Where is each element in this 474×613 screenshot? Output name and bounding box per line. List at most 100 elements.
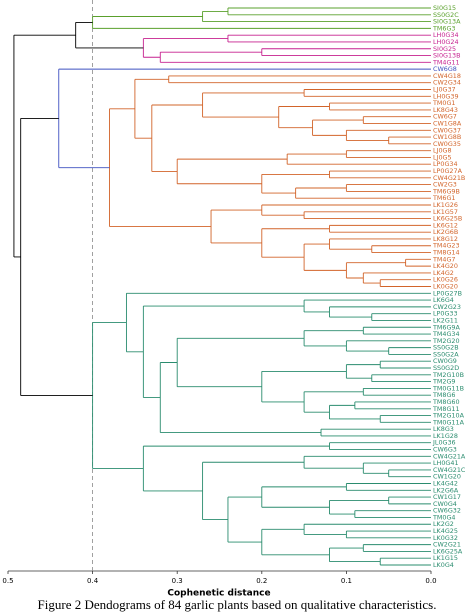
link xyxy=(92,322,144,469)
link xyxy=(278,106,330,129)
leaf-label: CW2G21 xyxy=(433,541,461,549)
link xyxy=(227,34,431,43)
link xyxy=(329,547,381,563)
link xyxy=(388,136,431,145)
leaf-label: TM8G11 xyxy=(432,405,460,413)
leaf-label: SI0G25 xyxy=(433,45,456,53)
leaf-label: CW1G20 xyxy=(433,473,461,481)
leaf-label: SI0G13B xyxy=(433,52,460,60)
link xyxy=(405,258,431,267)
leaf-label: LK1G28 xyxy=(433,432,458,440)
link xyxy=(227,496,262,543)
link xyxy=(362,326,431,335)
leaf-label: LK0G20 xyxy=(433,283,458,291)
leaf-label: LK2G6B xyxy=(433,228,458,236)
leaf-label: TM6G1 xyxy=(432,194,456,202)
link xyxy=(159,51,431,63)
leaf-label: TM2G10A xyxy=(432,412,465,420)
leaf-label: LK4G25 xyxy=(433,527,458,535)
leaf-label: CW0G37 xyxy=(433,126,461,134)
link xyxy=(379,557,431,566)
leaf-label: LH0G24 xyxy=(433,38,459,46)
leaf-label: TM4G23 xyxy=(432,242,460,250)
link xyxy=(168,75,431,84)
link xyxy=(227,7,431,16)
leaf-label: LK6G12 xyxy=(433,221,458,229)
leaf-label: LK0G4 xyxy=(433,561,454,569)
leaf-label: LK1G57 xyxy=(433,208,458,216)
leaf-label: TM2G9 xyxy=(432,378,456,386)
link xyxy=(362,116,431,124)
link xyxy=(379,279,431,287)
link xyxy=(176,158,288,185)
leaf-label: LK2G6A xyxy=(433,486,459,494)
leaf-label: SI0G15 xyxy=(433,4,456,12)
leaf-label: SS0G2D xyxy=(433,364,459,372)
leaf-label: SS0G2C xyxy=(433,11,459,19)
leaf-label: LK4G20 xyxy=(433,262,458,270)
link xyxy=(92,16,431,29)
link xyxy=(354,510,431,518)
link xyxy=(303,89,431,97)
leaf-label: TM6G3 xyxy=(432,24,456,32)
leaf-label: CW2G3 xyxy=(433,181,457,189)
x-tick-label: 0.1 xyxy=(341,577,352,585)
leaf-label: TM4G34 xyxy=(432,330,460,338)
leaf-label: CW0G35 xyxy=(433,140,461,148)
leaf-label: LK0G26 xyxy=(433,276,458,284)
link xyxy=(261,48,431,56)
leaf-label: LK8G12 xyxy=(433,235,458,243)
leaf-label: LK4G2 xyxy=(433,269,454,277)
leaf-label: LP0G27B xyxy=(433,289,462,297)
leaf-label: TM4G11 xyxy=(432,58,460,66)
leaf-label: LP0G34 xyxy=(433,160,458,168)
link xyxy=(329,224,431,233)
link xyxy=(345,530,431,539)
leaf-label: CW4G21A xyxy=(433,452,466,460)
leaf-label: CW6G8 xyxy=(433,65,457,73)
leaf-label: CW1G17 xyxy=(433,493,461,501)
leaf-label: LP0G33 xyxy=(433,310,458,318)
leaf-label: TM4G7 xyxy=(432,255,456,263)
link xyxy=(329,306,431,318)
leaf-label: CW0G4 xyxy=(433,500,457,508)
link xyxy=(345,483,431,491)
link xyxy=(362,272,431,284)
link xyxy=(371,313,431,321)
x-tick-label: 0.4 xyxy=(87,577,99,585)
link xyxy=(286,153,431,165)
leaf-label: LJ0G5 xyxy=(433,153,452,161)
leaf-label: LK2G11 xyxy=(433,316,458,324)
leaf-label: TM8G6 xyxy=(432,391,456,399)
leaf-label: CW1G8B xyxy=(433,133,461,141)
link xyxy=(261,528,330,556)
leaf-label: LH0G39 xyxy=(433,92,459,100)
link xyxy=(312,119,364,136)
x-tick-label: 0.3 xyxy=(172,577,183,585)
link xyxy=(202,10,431,23)
link xyxy=(295,187,431,199)
leaf-label: LK6G25A xyxy=(433,547,463,555)
link xyxy=(303,299,431,313)
leaf-label: CW6G7 xyxy=(433,113,457,121)
link xyxy=(202,461,305,521)
link xyxy=(125,292,431,353)
link xyxy=(142,305,305,398)
leaf-label: SS0G2B xyxy=(433,344,459,352)
link xyxy=(176,337,305,388)
leaf-label: CW6G32 xyxy=(433,507,461,515)
leaf-label: LK0G32 xyxy=(433,534,458,542)
link xyxy=(261,228,330,258)
x-tick-label: 0.5 xyxy=(2,577,13,585)
leaf-label: LH0G41 xyxy=(433,459,459,467)
link xyxy=(345,150,431,158)
link xyxy=(58,68,431,169)
x-tick-label: 0.2 xyxy=(256,577,267,585)
leaf-label: TM6G9A xyxy=(432,323,461,331)
link xyxy=(329,238,431,250)
link xyxy=(142,38,228,58)
leaf-label: TM6G9B xyxy=(432,187,460,195)
link xyxy=(329,102,431,111)
leaf-label: TM8G60 xyxy=(432,398,460,406)
link xyxy=(362,544,431,552)
